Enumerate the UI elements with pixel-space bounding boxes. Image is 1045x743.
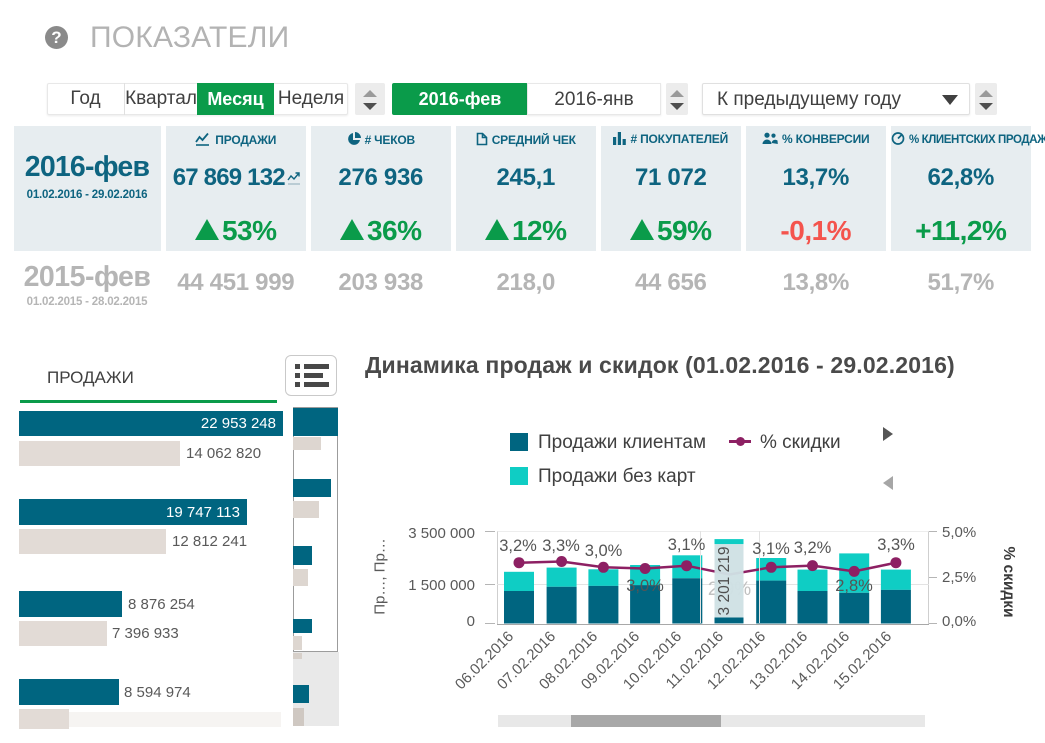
- svg-text:3 201 219: 3 201 219: [716, 547, 733, 616]
